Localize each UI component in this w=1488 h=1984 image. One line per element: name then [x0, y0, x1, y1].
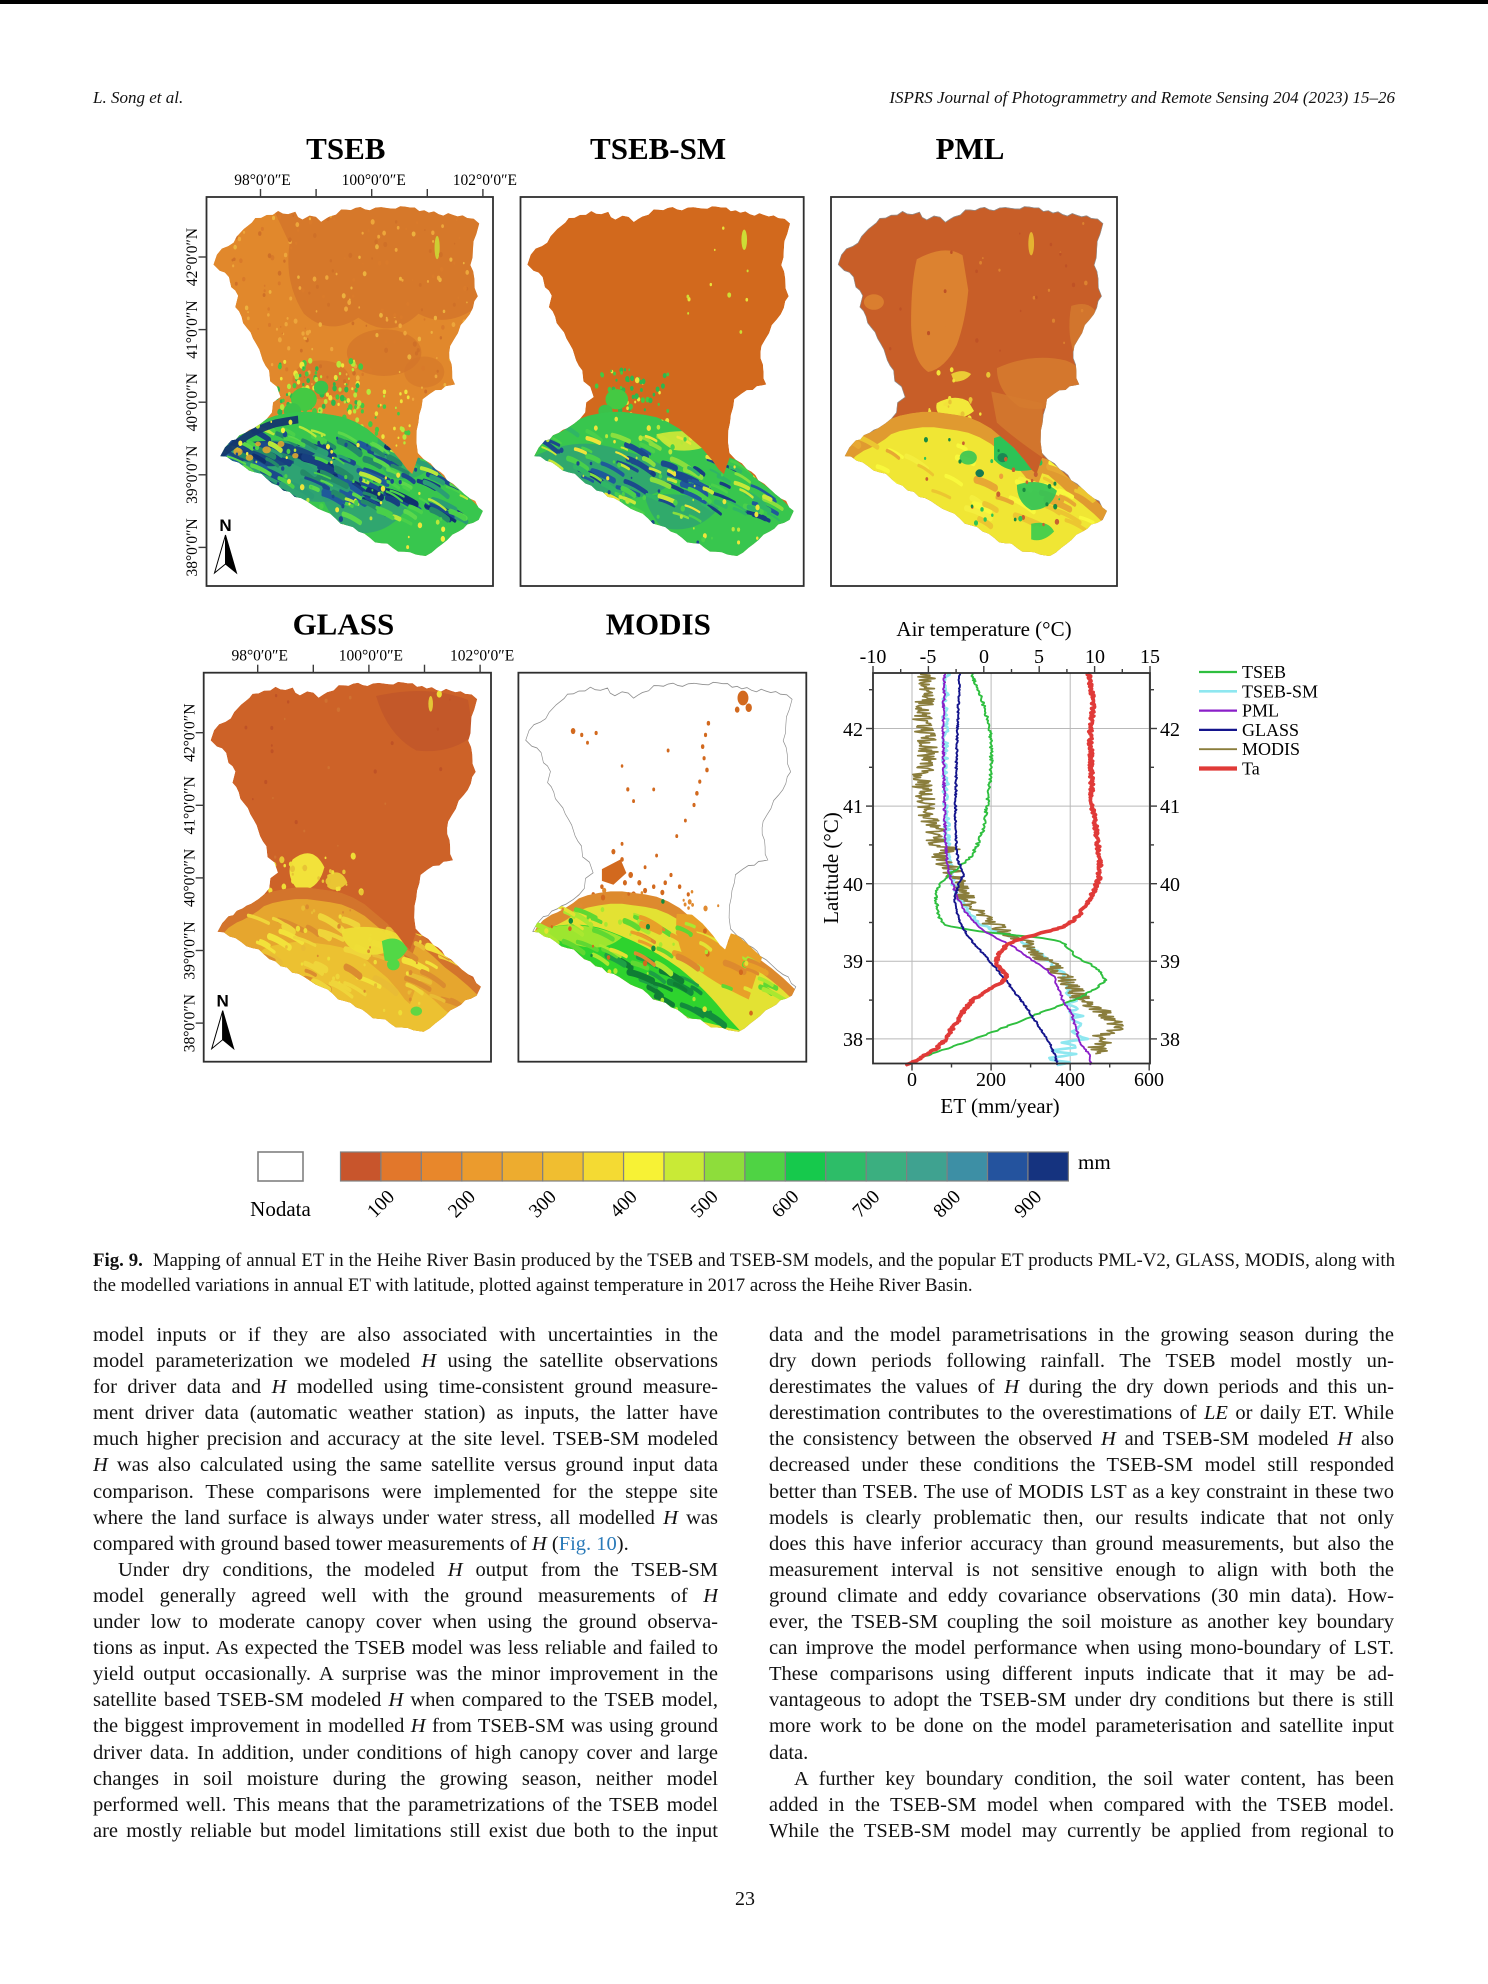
svg-text:38: 38 [843, 1029, 863, 1051]
svg-text:700: 700 [849, 1187, 885, 1223]
svg-text:PML: PML [936, 131, 1005, 166]
svg-text:PML: PML [1242, 701, 1279, 721]
svg-text:MODIS: MODIS [1242, 739, 1300, 759]
svg-text:39°0′0″N: 39°0′0″N [181, 921, 198, 979]
svg-text:N: N [217, 992, 229, 1011]
svg-text:200: 200 [444, 1187, 480, 1223]
svg-text:39: 39 [1160, 951, 1180, 973]
svg-text:102°0′0″E: 102°0′0″E [450, 648, 514, 665]
svg-text:-10: -10 [860, 646, 887, 668]
svg-text:Nodata: Nodata [250, 1197, 311, 1221]
svg-text:98°0′0″E: 98°0′0″E [231, 648, 288, 665]
svg-text:42: 42 [1160, 719, 1180, 741]
svg-text:10: 10 [1085, 646, 1105, 668]
svg-text:800: 800 [930, 1187, 966, 1223]
svg-text:38°0′0″N: 38°0′0″N [184, 518, 201, 576]
svg-text:N: N [219, 516, 231, 535]
svg-text:TSEB: TSEB [306, 131, 385, 166]
svg-text:100: 100 [363, 1187, 399, 1223]
svg-text:38°0′0″N: 38°0′0″N [181, 994, 198, 1052]
svg-text:GLASS: GLASS [1242, 720, 1299, 740]
svg-text:TSEB-SM: TSEB-SM [590, 131, 726, 166]
svg-text:100°0′0″E: 100°0′0″E [342, 172, 406, 189]
svg-text:5: 5 [1034, 646, 1044, 668]
svg-text:Air temperature (°C): Air temperature (°C) [896, 617, 1071, 641]
svg-text:600: 600 [1134, 1069, 1164, 1091]
svg-text:39: 39 [843, 951, 863, 973]
svg-text:TSEB-SM: TSEB-SM [1242, 681, 1318, 701]
svg-text:100°0′0″E: 100°0′0″E [339, 648, 403, 665]
svg-text:102°0′0″E: 102°0′0″E [453, 172, 517, 189]
svg-text:TSEB: TSEB [1242, 662, 1286, 682]
svg-text:400: 400 [1055, 1069, 1085, 1091]
svg-text:200: 200 [976, 1069, 1006, 1091]
svg-text:41°0′0″N: 41°0′0″N [181, 776, 198, 834]
svg-text:98°0′0″E: 98°0′0″E [234, 172, 291, 189]
svg-text:500: 500 [687, 1187, 723, 1223]
svg-text:-5: -5 [920, 646, 937, 668]
svg-text:ET (mm/year): ET (mm/year) [940, 1094, 1059, 1118]
svg-text:0: 0 [979, 646, 989, 668]
svg-text:40: 40 [843, 874, 863, 896]
svg-text:600: 600 [768, 1187, 804, 1223]
svg-text:41: 41 [843, 796, 863, 818]
svg-text:Ta: Ta [1242, 759, 1260, 779]
svg-text:MODIS: MODIS [606, 607, 711, 642]
svg-text:mm: mm [1078, 1150, 1111, 1174]
svg-text:41: 41 [1160, 796, 1180, 818]
svg-text:300: 300 [525, 1187, 561, 1223]
svg-text:39°0′0″N: 39°0′0″N [184, 446, 201, 504]
svg-text:40: 40 [1160, 874, 1180, 896]
svg-text:GLASS: GLASS [293, 607, 395, 642]
svg-text:400: 400 [606, 1187, 642, 1223]
svg-text:41°0′0″N: 41°0′0″N [184, 300, 201, 358]
svg-text:15: 15 [1140, 646, 1160, 668]
svg-text:40°0′0″N: 40°0′0″N [184, 373, 201, 431]
svg-text:42°0′0″N: 42°0′0″N [184, 228, 201, 286]
svg-text:42: 42 [843, 719, 863, 741]
svg-text:Latitude (°C): Latitude (°C) [819, 812, 843, 924]
svg-text:40°0′0″N: 40°0′0″N [181, 849, 198, 907]
svg-text:38: 38 [1160, 1029, 1180, 1051]
svg-text:42°0′0″N: 42°0′0″N [181, 704, 198, 762]
svg-text:900: 900 [1011, 1187, 1047, 1223]
svg-text:0: 0 [907, 1069, 917, 1091]
